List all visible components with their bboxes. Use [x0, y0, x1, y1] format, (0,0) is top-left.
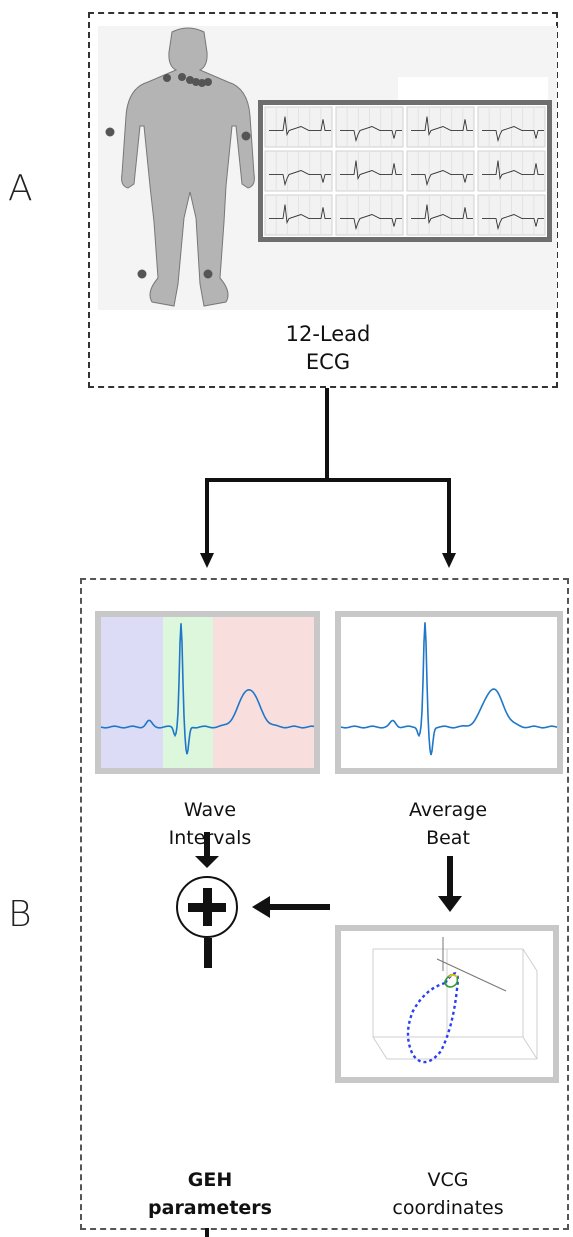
ecg-lead-cell — [477, 150, 546, 192]
average-beat-label: Average Beat — [378, 796, 518, 852]
vcg-image — [335, 925, 559, 1083]
wave-intervals-image — [95, 611, 320, 774]
vcg-coordinates-label: VCG coordinates — [378, 1166, 518, 1222]
vcg-3d-plot — [372, 937, 538, 1064]
ecg-lead-cell — [335, 194, 404, 236]
wave-down-arrow — [195, 856, 219, 868]
ecg-lead-cell — [477, 106, 546, 148]
electrode-v6 — [204, 78, 212, 86]
section-a-letter: A — [8, 168, 33, 209]
ecg-lead-cell — [406, 150, 475, 192]
plus-to-geh-stub — [204, 938, 212, 968]
electrode-left-leg — [203, 269, 213, 279]
combine-operator — [176, 876, 238, 938]
body-silhouette-icon — [105, 27, 255, 307]
ecg-lead-cell — [477, 194, 546, 236]
ecg-lead-cell — [264, 194, 333, 236]
ecg-beat-line — [340, 622, 558, 756]
ecg-grid — [264, 106, 546, 236]
bottom-stub — [205, 1228, 209, 1237]
section-b-letter: B — [8, 894, 32, 935]
average-label-line2: Beat — [426, 827, 470, 849]
geh-label-line2: parameters — [148, 1197, 272, 1219]
arrowhead-to-average — [442, 553, 456, 568]
electrode-right-leg — [137, 269, 147, 279]
arrowhead-to-wave — [200, 553, 214, 568]
p-wave-interval — [101, 617, 163, 768]
electrode-v4 — [192, 78, 200, 86]
ecg-label-line1: 12-Lead — [285, 322, 371, 346]
plus-icon-vertical — [203, 888, 212, 926]
wave-ecg-trace — [100, 623, 315, 755]
average-to-vcg-shaft — [447, 856, 453, 898]
geh-label-line1: GEH — [187, 1169, 233, 1191]
ecg-label: 12-Lead ECG — [258, 320, 398, 376]
wave-to-plus-arrow-shaft — [204, 832, 210, 858]
average-label-line1: Average — [408, 799, 488, 821]
electrode-v2 — [178, 73, 186, 81]
connector-a-to-b — [200, 388, 456, 568]
geh-parameters-label: GEH parameters — [140, 1166, 280, 1222]
ecg-lead-cell — [264, 106, 333, 148]
ecg-lead-cell — [335, 106, 404, 148]
vcg-label-line1: VCG — [427, 1169, 469, 1191]
vcg-to-plus-shaft — [268, 904, 330, 910]
electrode-v1 — [163, 74, 171, 82]
t-wave-interval — [213, 617, 314, 768]
panel-b-frame — [80, 578, 569, 1230]
ecg-lead-cell — [335, 150, 404, 192]
ecg-printout-tab — [398, 77, 548, 103]
electrode-v5 — [198, 79, 206, 87]
ecg-lead-cell — [264, 150, 333, 192]
wave-label-line1: Wave — [183, 799, 237, 821]
ecg-lead-cell — [406, 194, 475, 236]
twelve-lead-ecg-printout — [258, 100, 552, 242]
average-to-vcg-arrowhead — [438, 896, 462, 912]
average-beat-image — [335, 611, 563, 774]
ecg-beat-line — [100, 623, 315, 755]
vcg-small-loop-2 — [448, 974, 458, 978]
vcg-to-plus-arrowhead — [252, 896, 270, 918]
electrode-right-arm — [105, 127, 115, 137]
average-ecg-trace — [340, 622, 558, 756]
electrode-left-arm — [241, 131, 251, 141]
ecg-label-line2: ECG — [305, 350, 351, 374]
ecg-lead-cell — [406, 106, 475, 148]
vcg-label-line2: coordinates — [392, 1197, 504, 1219]
panel-a-frame — [88, 12, 558, 388]
